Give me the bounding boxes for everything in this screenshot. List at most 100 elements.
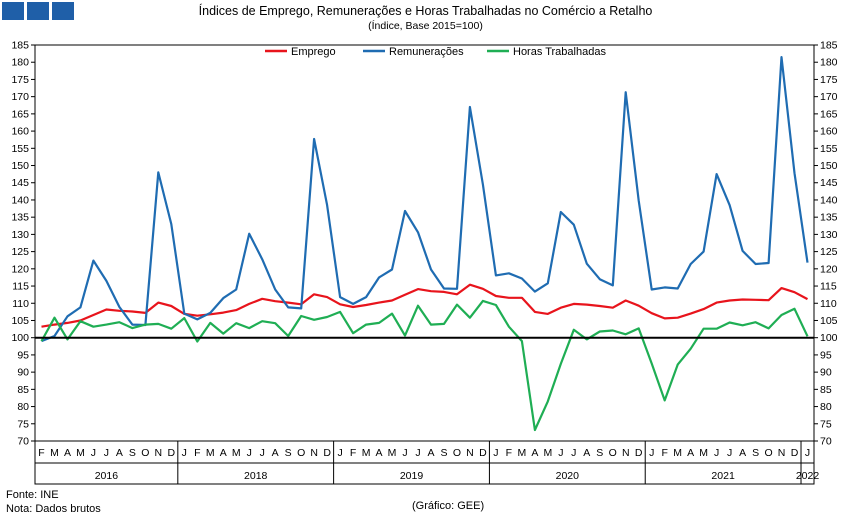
- x-month-label: S: [129, 447, 136, 459]
- x-month-label: O: [609, 447, 617, 459]
- x-month-label: F: [661, 447, 667, 459]
- x-month-label: O: [297, 447, 305, 459]
- x-month-label: A: [376, 447, 383, 459]
- x-month-label: A: [427, 447, 434, 459]
- x-month-label: J: [649, 447, 654, 459]
- legend-label: Emprego: [291, 46, 336, 58]
- x-month-label: J: [415, 447, 420, 459]
- source-notes: Fonte: INE Nota: Dados brutos: [6, 488, 101, 516]
- y-tick-label-left: 90: [17, 367, 29, 379]
- y-tick-label-left: 75: [17, 418, 29, 430]
- y-tick-label-left: 70: [17, 436, 29, 448]
- y-tick-label-right: 180: [820, 57, 838, 69]
- credit-text: (Gráfico: GEE): [412, 500, 485, 512]
- y-tick-label-left: 115: [12, 281, 29, 293]
- logo-square: [52, 2, 74, 20]
- y-tick-label-right: 125: [820, 246, 838, 258]
- x-month-label: M: [362, 447, 371, 459]
- x-month-label: J: [558, 447, 563, 459]
- y-tick-label-left: 165: [11, 108, 29, 120]
- y-tick-label-right: 90: [820, 367, 832, 379]
- x-month-label: O: [764, 447, 772, 459]
- x-year-label: 2019: [400, 470, 424, 482]
- y-tick-label-left: 145: [11, 177, 29, 189]
- x-year-label: 2021: [711, 470, 735, 482]
- x-month-label: J: [402, 447, 407, 459]
- logo-square: [2, 2, 24, 20]
- x-month-label: A: [220, 447, 227, 459]
- x-month-label: J: [727, 447, 732, 459]
- y-tick-label-left: 95: [17, 349, 29, 361]
- y-tick-label-right: 135: [820, 212, 838, 224]
- x-month-label: A: [739, 447, 746, 459]
- x-month-label: J: [493, 447, 498, 459]
- x-month-label: J: [714, 447, 719, 459]
- x-month-label: M: [699, 447, 708, 459]
- x-month-label: M: [206, 447, 215, 459]
- y-tick-label-right: 140: [820, 194, 838, 206]
- x-month-label: M: [673, 447, 682, 459]
- y-tick-label-right: 160: [820, 126, 838, 138]
- x-month-label: M: [388, 447, 397, 459]
- x-month-label: J: [182, 447, 187, 459]
- y-tick-label-left: 80: [17, 401, 29, 413]
- gee-logo: [2, 2, 76, 20]
- series-line-remunerações: [41, 55, 809, 343]
- y-tick-label-right: 130: [820, 229, 838, 241]
- y-tick-label-right: 75: [820, 418, 832, 430]
- x-month-label: D: [791, 447, 799, 459]
- x-month-label: J: [260, 447, 265, 459]
- series-line-horas-trabalhadas: [40, 299, 809, 432]
- y-tick-label-right: 150: [820, 160, 838, 172]
- logo-square: [27, 2, 49, 20]
- x-month-label: M: [518, 447, 527, 459]
- legend-item: Remunerações: [363, 46, 464, 58]
- x-month-label: N: [310, 447, 318, 459]
- y-tick-label-right: 85: [820, 384, 832, 396]
- x-month-label: O: [453, 447, 461, 459]
- y-tick-label-left: 130: [11, 229, 29, 241]
- chart-subtitle: (Índice, Base 2015=100): [368, 20, 483, 32]
- x-month-label: A: [531, 447, 538, 459]
- y-tick-label-left: 150: [11, 160, 29, 172]
- y-tick-label-left: 100: [11, 332, 29, 344]
- x-month-label: N: [778, 447, 786, 459]
- y-tick-label-left: 85: [17, 384, 29, 396]
- x-month-label: S: [440, 447, 447, 459]
- x-month-label: F: [506, 447, 512, 459]
- plot-frame: [34, 44, 815, 485]
- y-tick-label-right: 105: [820, 315, 838, 327]
- x-month-label: F: [194, 447, 200, 459]
- y-tick-label-left: 175: [11, 74, 29, 86]
- y-tick-label-left: 185: [11, 40, 29, 52]
- y-tick-label-left: 125: [11, 246, 29, 258]
- y-tick-label-right: 95: [820, 349, 832, 361]
- x-month-label: A: [272, 447, 279, 459]
- x-month-label: M: [232, 447, 241, 459]
- x-month-label: A: [583, 447, 590, 459]
- x-month-label: J: [104, 447, 109, 459]
- x-month-label: J: [805, 447, 810, 459]
- x-month-label: M: [76, 447, 85, 459]
- y-tick-label-left: 120: [11, 263, 29, 275]
- x-month-label: D: [479, 447, 487, 459]
- x-month-label: J: [337, 447, 342, 459]
- x-month-label: D: [635, 447, 643, 459]
- x-month-label: J: [91, 447, 96, 459]
- x-month-label: D: [323, 447, 331, 459]
- y-tick-label-right: 115: [820, 281, 837, 293]
- y-tick-label-left: 155: [11, 143, 29, 155]
- legend-item: Horas Trabalhadas: [487, 46, 606, 58]
- x-year-label: 2022: [796, 470, 820, 482]
- y-tick-label-right: 120: [820, 263, 838, 275]
- x-month-label: M: [543, 447, 552, 459]
- x-month-label: N: [155, 447, 163, 459]
- y-tick-label-left: 105: [11, 315, 29, 327]
- y-tick-label-left: 110: [12, 298, 29, 310]
- x-month-label: A: [116, 447, 123, 459]
- chart-title: Índices de Emprego, Remunerações e Horas…: [198, 4, 653, 18]
- series-line-emprego: [41, 283, 809, 328]
- y-tick-label-right: 110: [820, 298, 837, 310]
- y-tick-label-right: 100: [820, 332, 838, 344]
